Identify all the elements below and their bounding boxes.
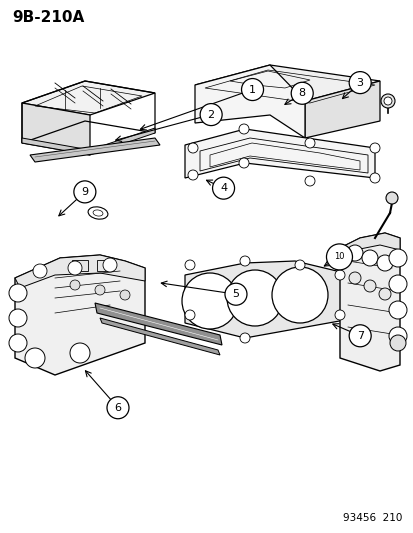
Polygon shape bbox=[304, 81, 379, 138]
Circle shape bbox=[182, 273, 237, 329]
Circle shape bbox=[188, 143, 197, 153]
Circle shape bbox=[33, 264, 47, 278]
Circle shape bbox=[334, 310, 344, 320]
Text: 4: 4 bbox=[219, 183, 227, 193]
Circle shape bbox=[369, 173, 379, 183]
Polygon shape bbox=[30, 138, 159, 162]
Circle shape bbox=[348, 325, 370, 347]
Polygon shape bbox=[185, 261, 344, 338]
Circle shape bbox=[9, 334, 27, 352]
Text: 6: 6 bbox=[114, 403, 121, 413]
Circle shape bbox=[388, 301, 406, 319]
Circle shape bbox=[369, 143, 379, 153]
Circle shape bbox=[95, 285, 105, 295]
Circle shape bbox=[188, 170, 197, 180]
Polygon shape bbox=[15, 255, 145, 375]
Circle shape bbox=[388, 249, 406, 267]
Circle shape bbox=[348, 71, 370, 94]
Circle shape bbox=[107, 397, 129, 419]
Circle shape bbox=[378, 288, 390, 300]
Circle shape bbox=[241, 78, 263, 101]
Text: 7: 7 bbox=[356, 331, 363, 341]
Circle shape bbox=[103, 258, 117, 272]
Circle shape bbox=[389, 335, 405, 351]
Circle shape bbox=[68, 261, 82, 275]
Circle shape bbox=[376, 255, 392, 271]
Circle shape bbox=[363, 280, 375, 292]
Circle shape bbox=[70, 343, 90, 363]
Polygon shape bbox=[195, 65, 379, 101]
Circle shape bbox=[326, 244, 351, 270]
Circle shape bbox=[271, 267, 327, 323]
Circle shape bbox=[304, 138, 314, 148]
Ellipse shape bbox=[88, 207, 108, 219]
Polygon shape bbox=[22, 81, 154, 115]
Circle shape bbox=[224, 283, 247, 305]
Text: 5: 5 bbox=[232, 289, 239, 299]
Polygon shape bbox=[22, 103, 90, 155]
Polygon shape bbox=[72, 260, 88, 271]
Circle shape bbox=[120, 290, 130, 300]
Circle shape bbox=[25, 348, 45, 368]
Circle shape bbox=[9, 284, 27, 302]
Circle shape bbox=[334, 270, 344, 280]
Circle shape bbox=[388, 275, 406, 293]
Text: 2: 2 bbox=[207, 110, 214, 119]
Circle shape bbox=[9, 309, 27, 327]
Polygon shape bbox=[339, 233, 399, 250]
Ellipse shape bbox=[93, 210, 103, 216]
Text: 1: 1 bbox=[249, 85, 255, 94]
Circle shape bbox=[240, 333, 249, 343]
Polygon shape bbox=[195, 65, 304, 138]
Circle shape bbox=[226, 270, 282, 326]
Circle shape bbox=[348, 272, 360, 284]
Circle shape bbox=[238, 158, 248, 168]
Polygon shape bbox=[339, 233, 399, 371]
Text: 93456  210: 93456 210 bbox=[342, 513, 401, 523]
Circle shape bbox=[185, 260, 195, 270]
Text: 10: 10 bbox=[333, 253, 344, 261]
Circle shape bbox=[238, 124, 248, 134]
Text: 9: 9 bbox=[81, 187, 88, 197]
Circle shape bbox=[70, 280, 80, 290]
Text: 9B-210A: 9B-210A bbox=[12, 10, 84, 25]
Polygon shape bbox=[95, 303, 221, 345]
Circle shape bbox=[74, 181, 96, 203]
Circle shape bbox=[346, 245, 362, 261]
Polygon shape bbox=[185, 288, 192, 303]
Circle shape bbox=[290, 82, 313, 104]
Polygon shape bbox=[100, 318, 219, 355]
Text: 3: 3 bbox=[356, 78, 363, 87]
Circle shape bbox=[199, 103, 222, 126]
Polygon shape bbox=[15, 255, 145, 288]
Circle shape bbox=[385, 192, 397, 204]
Circle shape bbox=[361, 250, 377, 266]
Text: 8: 8 bbox=[298, 88, 305, 98]
Circle shape bbox=[304, 176, 314, 186]
Circle shape bbox=[383, 97, 391, 105]
Circle shape bbox=[185, 310, 195, 320]
Polygon shape bbox=[185, 129, 374, 178]
Circle shape bbox=[212, 177, 234, 199]
Circle shape bbox=[240, 256, 249, 266]
Circle shape bbox=[388, 327, 406, 345]
Circle shape bbox=[380, 94, 394, 108]
Polygon shape bbox=[22, 128, 154, 155]
Circle shape bbox=[294, 260, 304, 270]
Polygon shape bbox=[97, 260, 113, 271]
